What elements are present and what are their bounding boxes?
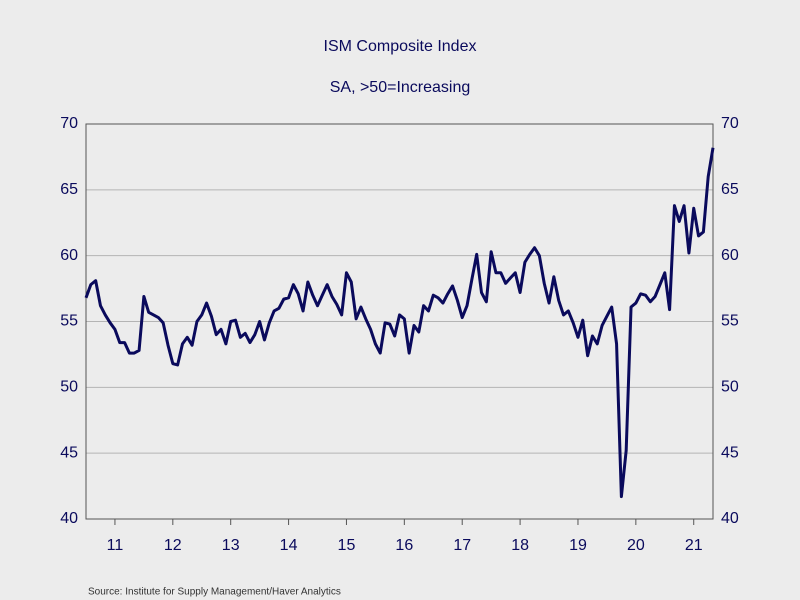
y-tick-label: 45 <box>60 444 78 461</box>
y-tick-label: 70 <box>60 115 78 132</box>
x-tick-label: 17 <box>453 537 471 554</box>
y2-tick-label: 50 <box>721 379 739 396</box>
y-tick-label: 55 <box>60 313 78 330</box>
y2-tick-label: 45 <box>721 444 739 461</box>
y2-tick-label: 40 <box>721 510 739 527</box>
x-tick-label: 18 <box>511 537 529 554</box>
y2-tick-label: 60 <box>721 247 739 264</box>
plot-frame <box>85 123 714 520</box>
y-tick-label: 65 <box>60 181 78 198</box>
x-tick-label: 12 <box>164 537 182 554</box>
x-tick-label: 13 <box>222 537 240 554</box>
source-note: Source: Institute for Supply Management/… <box>88 587 341 598</box>
x-tick-label: 20 <box>627 537 645 554</box>
x-tick-label: 16 <box>395 537 413 554</box>
x-tick-label: 21 <box>685 537 703 554</box>
y2-tick-label: 65 <box>721 181 739 198</box>
chart-title: ISM Composite Index <box>324 38 477 55</box>
y-tick-label: 40 <box>60 510 78 527</box>
chart-subtitle: SA, >50=Increasing <box>330 79 471 96</box>
y2-tick-label: 70 <box>721 115 739 132</box>
x-tick-label: 14 <box>280 537 298 554</box>
y-tick-label: 50 <box>60 379 78 396</box>
y-tick-label: 60 <box>60 247 78 264</box>
series-line <box>84 147 715 499</box>
x-tick-label: 11 <box>107 537 124 554</box>
x-tick-label: 19 <box>569 537 587 554</box>
y2-tick-label: 55 <box>721 313 739 330</box>
x-tick-label: 15 <box>338 537 356 554</box>
